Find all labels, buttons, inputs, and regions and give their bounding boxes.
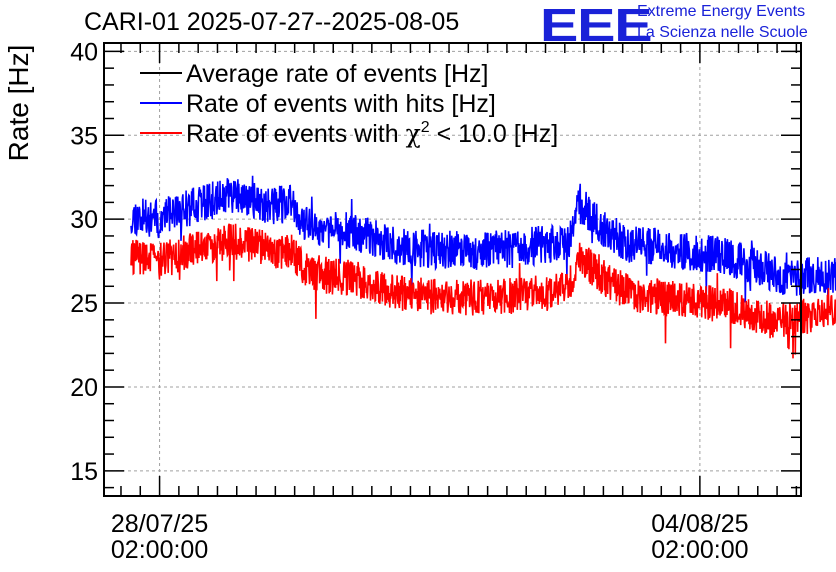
legend-label: Average rate of events [Hz]: [186, 60, 488, 88]
x-tick-label-date: 04/08/25: [651, 510, 748, 538]
x-tick-label-date: 28/07/25: [111, 510, 208, 538]
series-line: [130, 175, 836, 303]
logo-caption-line2: La Scienza nelle Scuole: [637, 24, 808, 41]
ticks: [104, 43, 801, 496]
traces: [130, 175, 836, 359]
legend-label: Rate of events with hits [Hz]: [186, 90, 496, 118]
y-axis-label: Rate [Hz]: [3, 45, 34, 162]
y-tick-label: 20: [70, 374, 98, 402]
x-tick-label-time: 02:00:00: [111, 536, 208, 564]
y-tick-label: 40: [70, 38, 98, 66]
y-tick-label: 30: [70, 206, 98, 234]
y-tick-label: 35: [70, 122, 98, 150]
y-tick-label: 15: [70, 458, 98, 486]
series-line: [130, 223, 836, 359]
logo-caption-line1: Extreme Energy Events: [637, 3, 806, 20]
x-tick-label-time: 02:00:00: [651, 536, 748, 564]
chart-title: CARI-01 2025-07-27--2025-08-05: [84, 8, 460, 36]
legend-label: Rate of events with χ2 < 10.0 [Hz]: [186, 119, 558, 148]
legend: Average rate of events [Hz]Rate of event…: [140, 60, 558, 148]
y-tick-labels: 15 20 25 30 35 40: [70, 38, 98, 485]
y-tick-label: 25: [70, 290, 98, 318]
